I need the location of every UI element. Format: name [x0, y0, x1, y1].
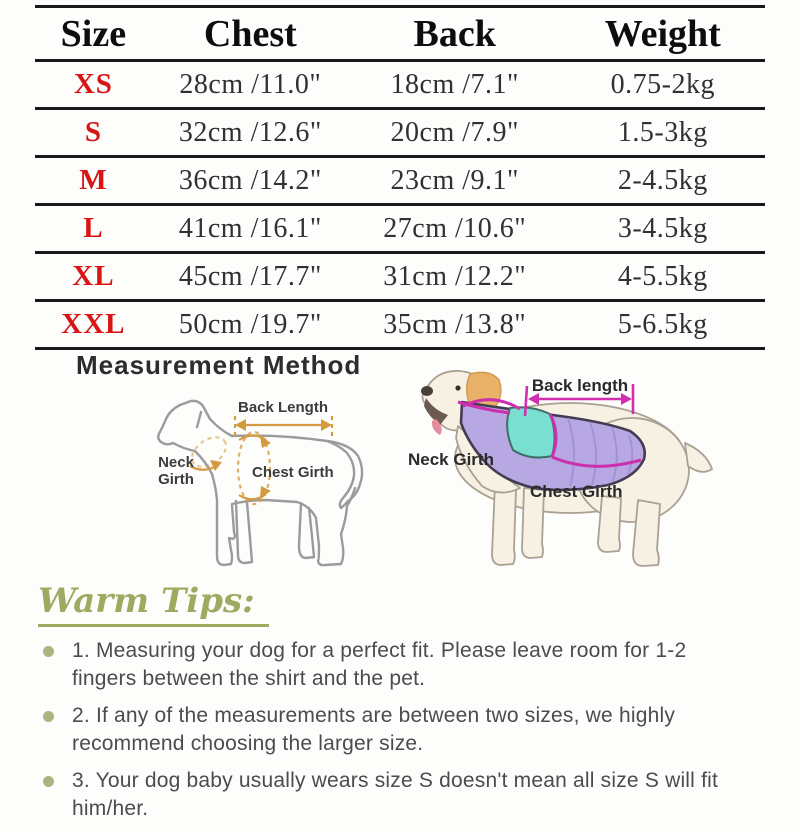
chest-value: 41cm /16.1" — [178, 212, 322, 244]
weight-value: 1.5-3kg — [617, 116, 708, 148]
annotation-arrowheads — [210, 419, 332, 498]
table-row-xxl: XXL 50cm /19.7" 35cm /13.8" 5-6.5kg — [35, 301, 765, 349]
warm-tips-list: 1. Measuring your dog for a perfect fit.… — [40, 637, 752, 832]
size-chart-table: Size Chest Back Weight XS 28cm /11.0" 18… — [35, 5, 765, 350]
tip-item-2: 2. If any of the measurements are betwee… — [40, 702, 752, 758]
weight-value: 4-5.5kg — [617, 260, 708, 292]
chest-value: 28cm /11.0" — [179, 68, 322, 100]
back-value: 35cm /13.8" — [383, 308, 527, 340]
table-row-s: S 32cm /12.6" 20cm /7.9" 1.5-3kg — [35, 109, 765, 157]
size-value: XL — [72, 260, 115, 292]
weight-value: 5-6.5kg — [617, 308, 708, 340]
size-value: S — [84, 116, 102, 148]
weight-value: 2-4.5kg — [617, 164, 708, 196]
back-length-annotation — [523, 384, 635, 417]
neck-girth-label: Neck Girth — [408, 450, 494, 469]
size-value: XXL — [61, 308, 126, 340]
size-value: M — [79, 164, 108, 196]
back-value: 18cm /7.1" — [390, 68, 519, 100]
vest-chest-panel — [506, 406, 556, 459]
vest-stripes — [567, 417, 634, 487]
annotation-arrowheads — [528, 393, 632, 405]
warm-tips-title: Warm Tips: — [38, 581, 269, 627]
chest-girth-label: Chest Girth — [252, 464, 334, 481]
chest-value: 32cm /12.6" — [178, 116, 322, 148]
back-value: 31cm /12.2" — [383, 260, 527, 292]
size-chart-header-row: Size Chest Back Weight — [35, 7, 765, 61]
col-header-chest: Chest — [203, 12, 297, 55]
col-header-back: Back — [413, 12, 496, 55]
col-header-size: Size — [60, 12, 127, 55]
weight-value: 3-4.5kg — [617, 212, 708, 244]
measurement-method-title: Measurement Method — [76, 350, 362, 380]
col-header-weight: Weight — [604, 12, 721, 55]
chest-value: 36cm /14.2" — [178, 164, 322, 196]
table-row-m: M 36cm /14.2" 23cm /9.1" 2-4.5kg — [35, 157, 765, 205]
dog-outline — [157, 399, 364, 567]
back-value: 23cm /9.1" — [390, 164, 519, 196]
table-row-xs: XS 28cm /11.0" 18cm /7.1" 0.75-2kg — [35, 61, 765, 109]
weight-value: 0.75-2kg — [610, 68, 715, 100]
chest-value: 50cm /19.7" — [178, 308, 322, 340]
tip-item-1: 1. Measuring your dog for a perfect fit.… — [40, 637, 752, 693]
vest-trim — [457, 398, 642, 468]
back-length-annotation — [233, 416, 334, 438]
table-row-xl: XL 45cm /17.7" 31cm /12.2" 4-5.5kg — [35, 253, 765, 301]
chest-value: 45cm /17.7" — [178, 260, 322, 292]
tip-item-3: 3. Your dog baby usually wears size S do… — [40, 767, 752, 823]
size-value: XS — [73, 68, 113, 100]
size-value: L — [83, 212, 104, 244]
back-length-label: Back length — [532, 376, 628, 395]
table-row-l: L 41cm /16.1" 27cm /10.6" 3-4.5kg — [35, 205, 765, 253]
back-value: 20cm /7.9" — [390, 116, 519, 148]
measurement-diagram-outline-dog: Back Length Neck Girth Chest Girth — [157, 399, 364, 567]
back-value: 27cm /10.6" — [383, 212, 527, 244]
measurement-diagram-vest-dog: Back length Neck Girth Chest Girth — [408, 370, 713, 567]
neck-girth-label-line1: Neck — [158, 454, 195, 471]
chest-girth-label: Chest Girth — [530, 482, 623, 501]
dog-vest — [457, 398, 646, 492]
neck-girth-label-line2: Girth — [158, 471, 194, 488]
back-length-label: Back Length — [238, 399, 328, 416]
